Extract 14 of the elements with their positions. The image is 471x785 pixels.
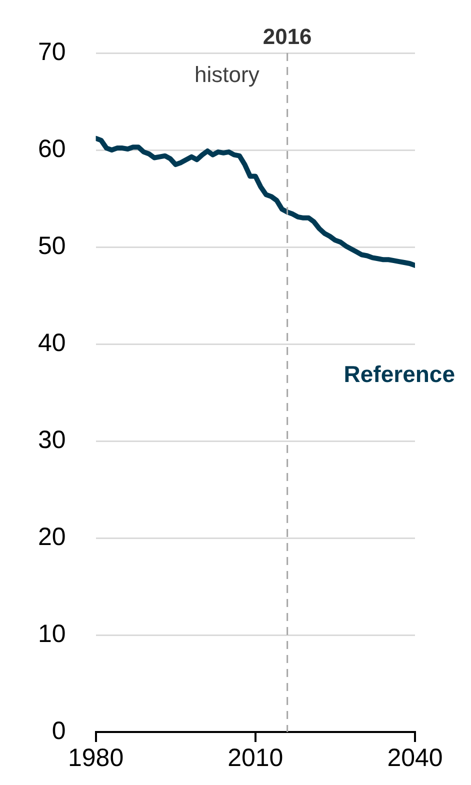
y-tick-label: 50 <box>38 232 66 260</box>
y-tick-label: 0 <box>52 716 66 745</box>
y-tick-label: 40 <box>38 328 66 357</box>
x-tick-label: 2040 <box>387 744 443 772</box>
annotation: history <box>194 62 260 88</box>
y-tick-label: 20 <box>38 522 66 551</box>
y-tick-label: 30 <box>38 426 66 454</box>
y-tick-label: 10 <box>38 620 66 648</box>
y-tick-label: 70 <box>38 38 66 66</box>
text: Reference <box>344 360 455 387</box>
x-tick-label: 1980 <box>68 744 124 772</box>
y-tick-label: 60 <box>38 134 66 163</box>
x-tick-label: 2010 <box>228 744 284 772</box>
ref-line-label: 2016 <box>262 24 312 50</box>
